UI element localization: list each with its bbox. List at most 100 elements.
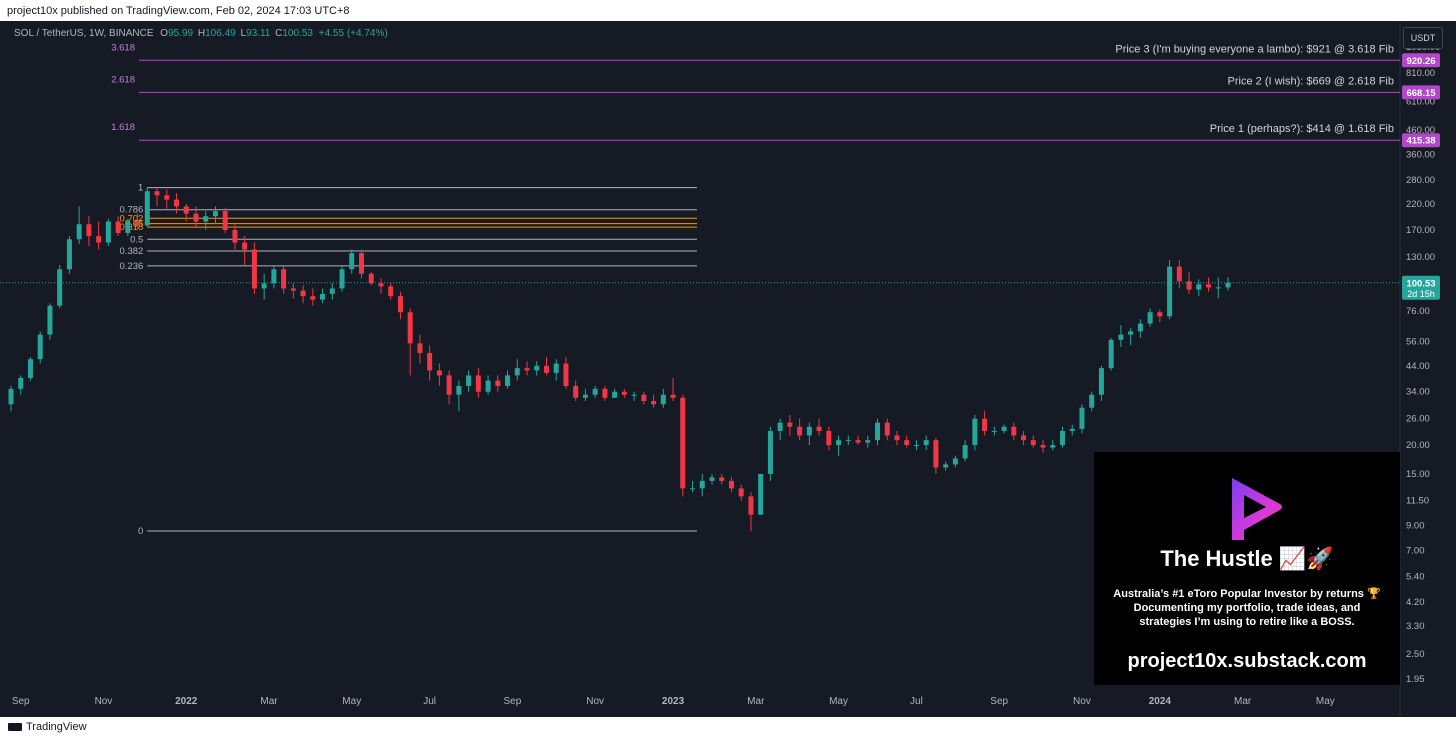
close-value: 100.53: [282, 28, 313, 39]
fib-extension-note: Price 3 (I'm buying everyone a lambo): $…: [1115, 43, 1394, 55]
candle-body: [105, 221, 111, 243]
tradingview-logo[interactable]: TradingView: [8, 721, 87, 733]
fib-extension-label: 2.618: [111, 74, 135, 85]
candle-body: [203, 216, 209, 222]
y-tick-label: 1.95: [1406, 674, 1425, 685]
candle-body: [836, 440, 842, 446]
fib-extension-label: 1.618: [111, 122, 135, 133]
candle-body: [952, 458, 958, 465]
tradingview-icon: [8, 723, 22, 732]
last-price-tag: 100.53: [1406, 278, 1435, 289]
candle-body: [563, 363, 569, 386]
candle-body: [631, 394, 637, 396]
candle-body: [913, 445, 919, 447]
candle-body: [193, 213, 199, 222]
x-tick-label: Sep: [504, 696, 522, 707]
candle-body: [806, 426, 812, 436]
candle-body: [271, 269, 277, 284]
chart-area[interactable]: 1050.00810.00610.00460.00360.00280.00220…: [0, 21, 1456, 717]
candle-body: [670, 394, 676, 398]
candle-body: [1167, 266, 1173, 317]
y-tick-label: 15.00: [1406, 469, 1430, 480]
candle-body: [972, 418, 978, 446]
candle-body: [816, 426, 822, 432]
candle-body: [86, 224, 92, 237]
candle-body: [699, 480, 705, 489]
candle-body: [553, 363, 559, 373]
candle-body: [212, 211, 218, 217]
y-tick-label: 220.00: [1406, 199, 1435, 210]
fib-level-label: 0.786: [120, 205, 144, 216]
candle-body: [865, 440, 871, 443]
candle-body: [1030, 440, 1036, 446]
fib-price-tag: 415.38: [1406, 136, 1435, 147]
candle-body: [884, 422, 890, 436]
candle-body: [651, 401, 657, 405]
candle-body: [281, 269, 287, 289]
candle-body: [397, 296, 403, 313]
candle-body: [855, 440, 861, 443]
candle-body: [1118, 334, 1124, 340]
x-tick-label: May: [1316, 696, 1335, 707]
currency-button[interactable]: USDT: [1403, 27, 1443, 49]
fib-extension-note: Price 2 (I wish): $669 @ 2.618 Fib: [1228, 75, 1394, 87]
promo-description: Australia’s #1 eToro Popular Investor by…: [1094, 587, 1400, 629]
candle-body: [534, 365, 540, 371]
candle-body: [115, 221, 121, 233]
y-tick-label: 11.50: [1406, 496, 1429, 507]
candle-body: [514, 368, 520, 376]
candle-body: [933, 440, 939, 468]
candle-body: [1001, 426, 1007, 432]
published-caption: project10x published on TradingView.com,…: [7, 5, 350, 17]
open-value: 95.99: [168, 28, 194, 39]
candle-body: [826, 431, 832, 446]
fib-level-label: 0.5: [130, 234, 143, 245]
fib-price-tag-bg: [1402, 133, 1440, 148]
candle-body: [66, 239, 72, 270]
high-key: H: [197, 28, 206, 39]
y-tick-label: 3.30: [1406, 621, 1425, 632]
candle-body: [368, 273, 374, 284]
open-key: O: [160, 28, 169, 39]
candle-body: [329, 288, 335, 294]
candle-body: [154, 191, 160, 196]
candle-body: [251, 249, 257, 289]
candle-body: [96, 236, 102, 243]
candle-body: [222, 211, 228, 230]
candle-body: [728, 480, 734, 489]
x-tick-label: Jul: [423, 696, 436, 707]
candle-body: [1128, 331, 1134, 335]
candle-body: [875, 422, 881, 441]
candle-body: [1089, 394, 1095, 408]
tradingview-brand: TradingView: [26, 721, 87, 733]
fib-level-label: 0: [138, 526, 143, 537]
promo-url[interactable]: project10x.substack.com: [1127, 650, 1367, 672]
candle-body: [797, 426, 803, 436]
candle-body: [183, 206, 189, 214]
candle-body: [758, 473, 764, 515]
y-tick-label: 280.00: [1406, 175, 1435, 186]
candlestick-chart[interactable]: 1050.00810.00610.00460.00360.00280.00220…: [0, 21, 1456, 717]
x-tick-label: Mar: [1234, 696, 1252, 707]
candle-body: [57, 269, 63, 306]
candle-body: [378, 283, 384, 287]
ohlc-legend: SOL / TetherUS, 1W, BINANCE O95.99 H106.…: [14, 28, 388, 39]
promo-line-1: Australia’s #1 eToro Popular Investor by…: [1113, 588, 1381, 600]
fib-level-label: 0.236: [120, 261, 144, 272]
candle-body: [495, 380, 501, 386]
candle-body: [1098, 368, 1104, 395]
candle-body: [845, 440, 851, 442]
candle-body: [475, 375, 481, 392]
last-price-countdown: 2d 15h: [1407, 289, 1435, 299]
symbol-label[interactable]: SOL / TetherUS, 1W, BINANCE: [14, 28, 154, 39]
fib-price-tag: 668.15: [1406, 88, 1436, 99]
y-tick-label: 460.00: [1406, 125, 1435, 136]
x-tick-label: 2024: [1149, 696, 1172, 707]
x-tick-label: May: [829, 696, 848, 707]
fib-level-label: 1: [138, 183, 143, 194]
candle-body: [290, 288, 296, 291]
candle-body: [232, 229, 238, 243]
y-tick-label: 610.00: [1406, 97, 1435, 108]
promo-banner: The Hustle 📈🚀 Australia’s #1 eToro Popul…: [1094, 452, 1400, 685]
candle-body: [680, 397, 686, 489]
